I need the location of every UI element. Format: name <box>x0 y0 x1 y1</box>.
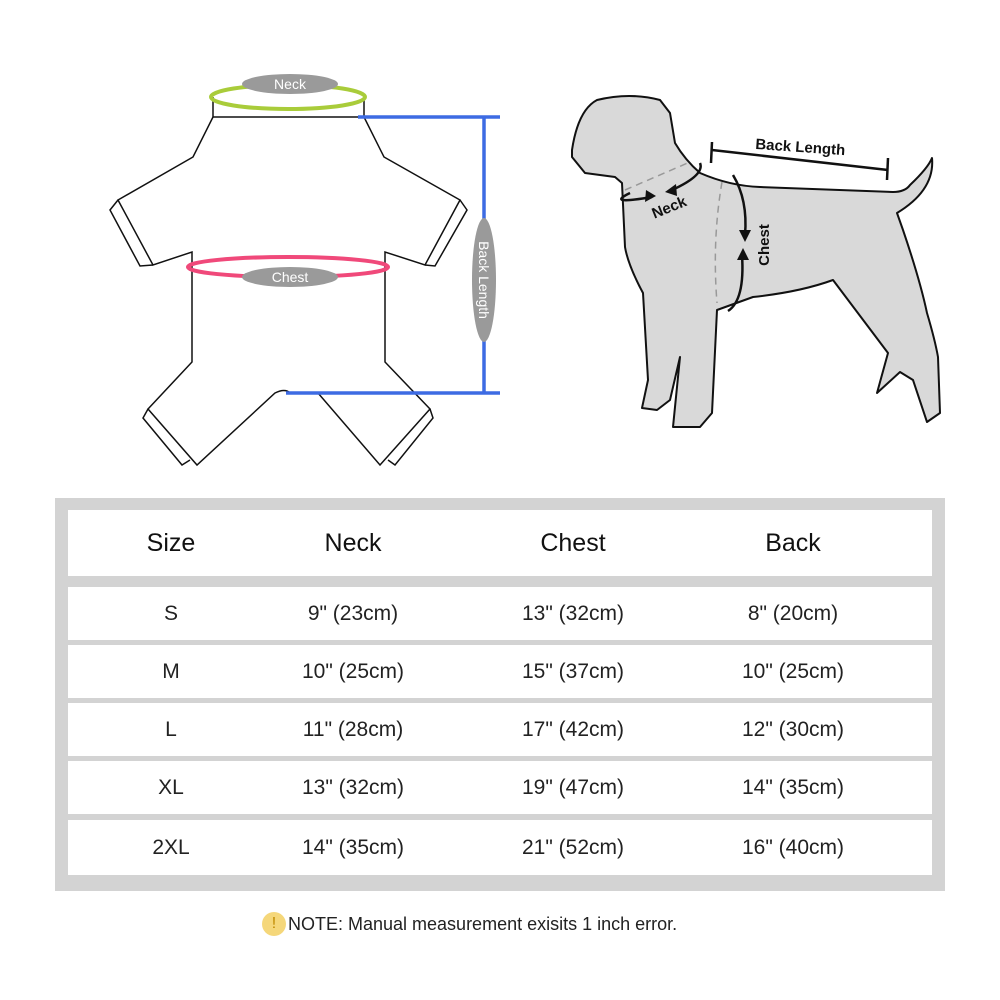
warning-icon: ! <box>262 912 286 936</box>
dog-measure-guides <box>624 161 723 304</box>
garment-back-length-label: Back Length <box>476 241 492 319</box>
cell-neck: 10" (25cm) <box>302 659 404 683</box>
back-length-label-pill <box>472 218 496 342</box>
cell-back: 10" (25cm) <box>742 659 844 683</box>
garment-chest-label: Chest <box>272 269 309 285</box>
cell-size: 2XL <box>152 835 190 859</box>
cell-neck: 14" (35cm) <box>302 835 404 859</box>
cell-chest: 15" (37cm) <box>522 659 624 683</box>
cell-chest: 19" (47cm) <box>522 775 624 799</box>
header-size: Size <box>146 528 196 557</box>
cell-chest: 13" (32cm) <box>522 601 624 625</box>
cell-size: M <box>162 659 180 683</box>
size-chart-table: Size Neck Chest Back S 9" (23cm) 13" (32cm… <box>55 498 945 891</box>
cell-back: 8" (20cm) <box>747 601 839 625</box>
cell-back: 12" (30cm) <box>742 717 844 741</box>
cell-size: S <box>163 601 179 625</box>
dog-back-length-label: Back Length <box>755 136 846 159</box>
dog-measure-arrows <box>620 141 890 313</box>
neck-label-pill <box>242 74 338 94</box>
header-chest: Chest <box>540 528 606 557</box>
chest-label-pill <box>242 267 338 287</box>
cell-back: 14" (35cm) <box>742 775 844 799</box>
table-row: 2XL 14" (35cm) 21" (52cm) 16" (40cm) <box>68 820 932 875</box>
header-back: Back <box>765 528 821 557</box>
note: ! NOTE: Manual measurement exisits 1 inc… <box>262 912 677 936</box>
cell-size: XL <box>158 775 184 799</box>
cell-back: 16" (40cm) <box>742 835 844 859</box>
note-text: NOTE: Manual measurement exisits 1 inch … <box>288 913 678 934</box>
dog-chest-label: Chest <box>756 224 773 266</box>
table-header-row: Size Neck Chest Back <box>68 510 932 576</box>
table-row: XL 13" (32cm) 19" (47cm) 14" (35cm) <box>68 761 932 814</box>
cell-size: L <box>165 717 177 741</box>
cell-neck: 9" (23cm) <box>307 601 399 625</box>
table-row: M 10" (25cm) 15" (37cm) 10" (25cm) <box>68 645 932 698</box>
arrowheads <box>645 184 751 260</box>
table-row: L 11" (28cm) 17" (42cm) 12" (30cm) <box>68 703 932 756</box>
cell-neck: 13" (32cm) <box>302 775 404 799</box>
garment-neck-label: Neck <box>274 76 307 92</box>
garment-outline <box>109 97 468 467</box>
header-neck: Neck <box>324 528 382 557</box>
dog-silhouette <box>571 95 941 428</box>
table-row: S 9" (23cm) 13" (32cm) 8" (20cm) <box>68 587 932 640</box>
cell-neck: 11" (28cm) <box>302 717 404 741</box>
cell-chest: 21" (52cm) <box>522 835 624 859</box>
cell-chest: 17" (42cm) <box>522 717 624 741</box>
garment-diagram: Neck Chest Back Length Back Length Neck … <box>109 74 941 467</box>
